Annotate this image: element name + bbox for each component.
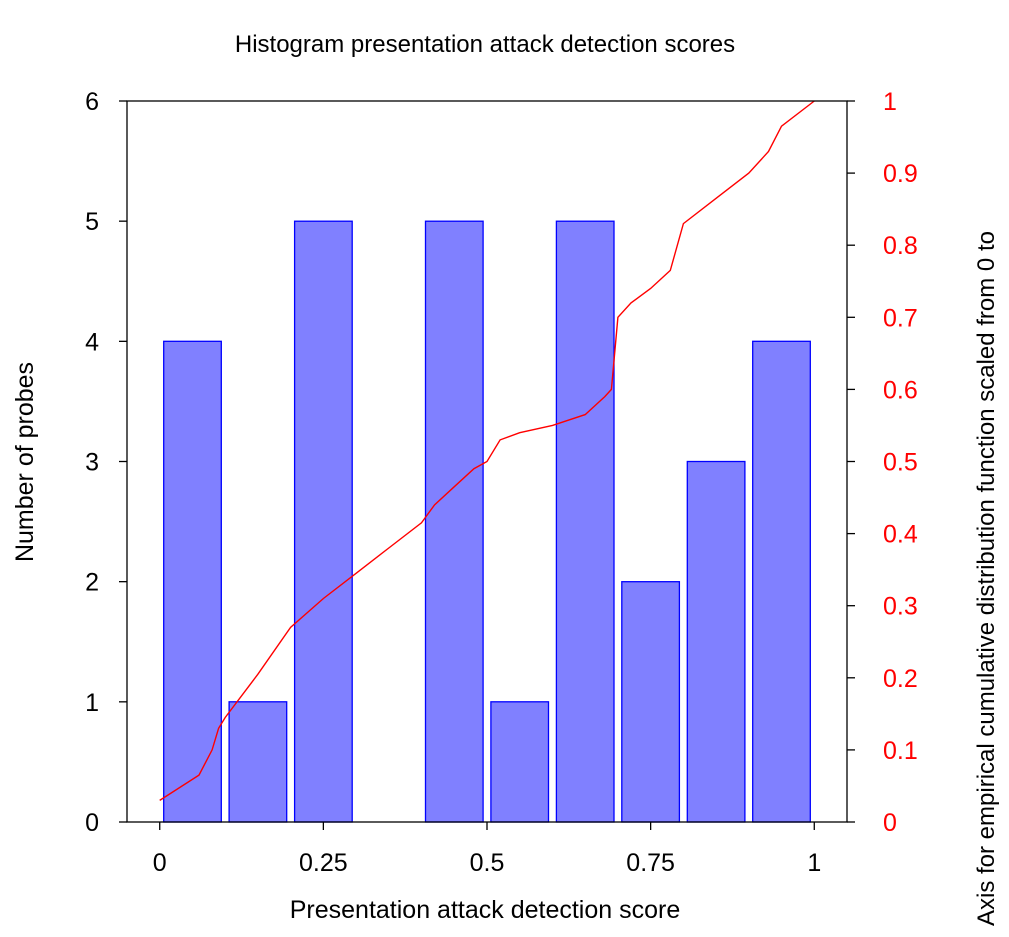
x-tick-label: 0 <box>153 849 167 877</box>
y2-tick-label: 0.4 <box>883 521 918 549</box>
histogram-bar <box>163 340 222 823</box>
x-tick-label: 0.5 <box>470 849 505 877</box>
x-axis-label: Presentation attack detection score <box>290 896 681 924</box>
y2-tick-label: 0 <box>883 809 897 837</box>
histogram-bar <box>424 220 484 823</box>
histogram-bar <box>293 220 353 823</box>
y-tick-label: 2 <box>85 569 99 597</box>
y-axis-label: Number of probes <box>11 362 39 562</box>
y2-tick-label: 0.1 <box>883 737 918 765</box>
histogram-bar <box>621 581 681 823</box>
x-axis: 0 0.25 0.5 0.75 1 <box>153 822 821 877</box>
y2-tick-label: 1 <box>883 88 897 116</box>
y2-tick-label: 0.8 <box>883 232 918 260</box>
y2-tick-label: 0.7 <box>883 304 918 332</box>
y-tick-label: 4 <box>85 328 99 356</box>
histogram-bar <box>228 701 288 823</box>
y-tick-label: 1 <box>85 689 99 717</box>
y-tick-label: 0 <box>85 809 99 837</box>
y-axis-left: 0 1 2 3 4 5 6 <box>85 88 127 837</box>
x-tick-label: 0.75 <box>626 849 675 877</box>
y2-tick-label: 0.9 <box>883 160 918 188</box>
y2-tick-label: 0.6 <box>883 376 918 404</box>
y-tick-label: 3 <box>85 449 99 477</box>
y-tick-label: 5 <box>85 208 99 236</box>
chart-title: Histogram presentation attack detection … <box>235 31 735 58</box>
y2-tick-label: 0.5 <box>883 449 918 477</box>
histogram-bar <box>490 701 550 823</box>
bars-layer <box>163 220 811 823</box>
histogram-bar <box>752 340 811 823</box>
y2-axis-label: Axis for empirical cumulative distributi… <box>973 231 1000 926</box>
x-tick-label: 1 <box>807 849 821 877</box>
histogram-bar <box>555 220 615 823</box>
histogram-bar <box>686 460 746 823</box>
ecdf-line <box>159 100 815 801</box>
y2-tick-label: 0.2 <box>883 665 918 693</box>
y2-tick-label: 0.3 <box>883 593 918 621</box>
x-tick-label: 0.25 <box>299 849 348 877</box>
y-axis-right: 0 0.1 0.2 0.3 0.4 0.5 0.6 0.7 0.8 0.9 1 <box>847 88 918 837</box>
y-tick-label: 6 <box>85 88 99 116</box>
